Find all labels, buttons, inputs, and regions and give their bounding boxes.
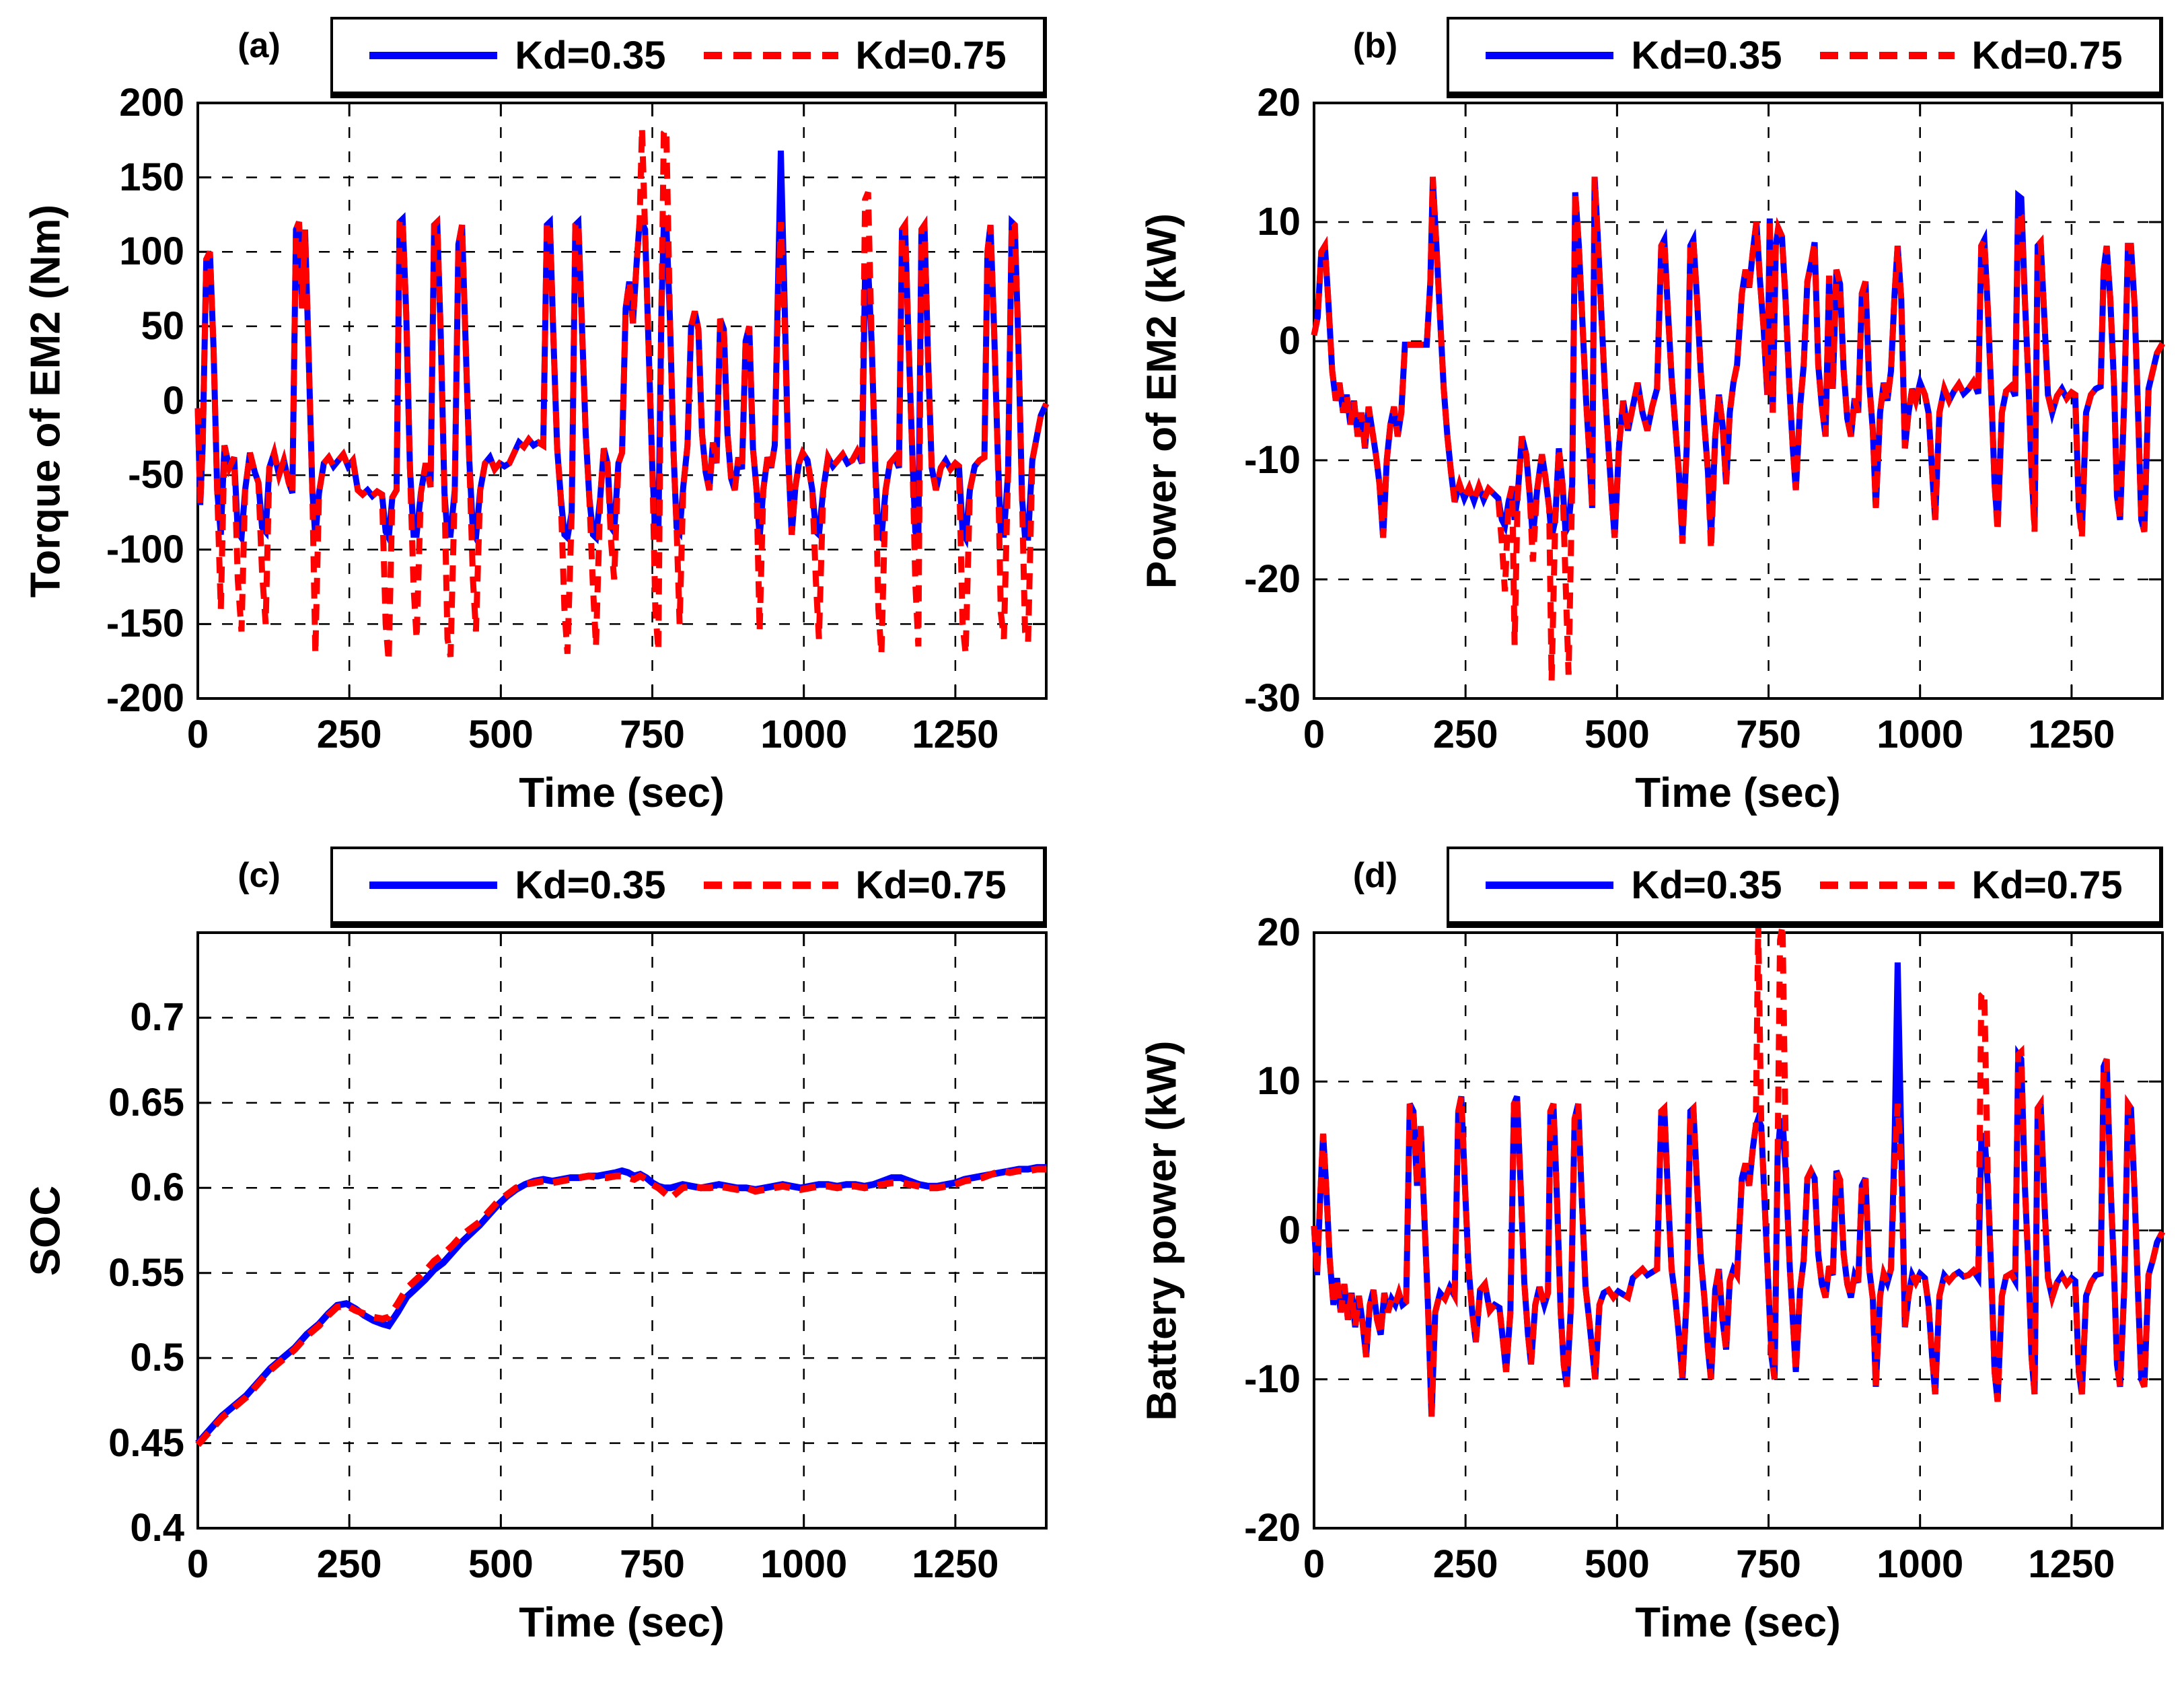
panel-c-tag: (c) xyxy=(238,856,281,895)
legend-solid-line-swatch xyxy=(369,52,498,59)
legend-label-kd035: Kd=0.35 xyxy=(1631,863,1782,907)
series-kd075 xyxy=(194,121,1050,662)
xtick-label: 1000 xyxy=(1877,1542,1964,1586)
xtick-label: 500 xyxy=(1584,1542,1650,1586)
ytick-label: 200 xyxy=(119,81,184,124)
legend-dashed-line-swatch xyxy=(1819,52,1955,59)
ytick-label: 0.6 xyxy=(130,1165,184,1210)
xtick-label: 1000 xyxy=(760,713,848,756)
legend-label-kd075: Kd=0.75 xyxy=(1971,863,2123,907)
panel-b-ylabel: Power of EM2 (kW) xyxy=(1138,213,1186,589)
series-kd075 xyxy=(1311,176,2165,681)
ytick-label: 10 xyxy=(1257,1059,1301,1104)
legend-dashed-line-swatch xyxy=(1819,882,1955,889)
xtick-label: 0 xyxy=(186,1542,209,1586)
xtick-label: 250 xyxy=(316,713,382,756)
ytick-label: 100 xyxy=(119,229,184,274)
panel-c-xlabel: Time (sec) xyxy=(519,1600,725,1646)
xtick-label: 500 xyxy=(468,713,534,756)
legend-solid-line-swatch xyxy=(1486,882,1614,889)
ytick-label: 0 xyxy=(162,378,184,423)
xtick-label: 250 xyxy=(1432,713,1498,756)
xtick-label: 750 xyxy=(620,1542,685,1586)
legend-solid-line-swatch xyxy=(369,882,498,889)
legend-label-kd075: Kd=0.75 xyxy=(855,34,1007,77)
panel-b-xlabel: Time (sec) xyxy=(1635,770,1841,816)
ytick-label: -200 xyxy=(106,676,184,720)
legend-dashed-line-swatch xyxy=(703,882,838,889)
panel-d-tag: (d) xyxy=(1352,856,1398,895)
xtick-label: 0 xyxy=(1303,1542,1325,1586)
panel-a-tag: (a) xyxy=(238,26,281,65)
ytick-label: -10 xyxy=(1244,438,1301,482)
ytick-label: 0.4 xyxy=(130,1506,184,1550)
panel-b-plot xyxy=(1311,102,2165,700)
legend-label-kd035: Kd=0.35 xyxy=(1631,34,1782,77)
ytick-label: -50 xyxy=(128,453,184,497)
xtick-label: 1000 xyxy=(760,1542,848,1586)
legend-label-kd035: Kd=0.35 xyxy=(515,863,666,907)
panel-c-legend: Kd=0.35 Kd=0.75 xyxy=(330,847,1047,928)
panel-a-legend: Kd=0.35 Kd=0.75 xyxy=(330,17,1047,98)
xtick-label: 750 xyxy=(1736,1542,1801,1586)
axes-box xyxy=(196,931,1048,1530)
ytick-label: 50 xyxy=(141,303,184,348)
ytick-label: -20 xyxy=(1244,1506,1301,1550)
ytick-label: 10 xyxy=(1257,200,1301,244)
ytick-label: 0.55 xyxy=(108,1250,184,1295)
legend-label-kd075: Kd=0.75 xyxy=(855,863,1007,907)
ytick-label: -20 xyxy=(1244,557,1301,601)
series-kd075 xyxy=(1311,925,2165,1417)
ytick-label: -10 xyxy=(1244,1357,1301,1401)
xtick-label: 1000 xyxy=(1877,713,1964,756)
ytick-label: 0.45 xyxy=(108,1421,184,1465)
panel-b-tag: (b) xyxy=(1352,26,1398,65)
panel-d-plot xyxy=(1311,925,2165,1530)
series-kd035 xyxy=(195,1163,1046,1445)
xtick-label: 750 xyxy=(1736,713,1801,756)
ytick-label: 0 xyxy=(1278,1208,1301,1252)
ytick-label: 0.7 xyxy=(130,995,184,1040)
ytick-label: -150 xyxy=(106,602,184,646)
xtick-label: 500 xyxy=(1584,713,1650,756)
axes-box xyxy=(1313,102,2164,700)
xtick-label: 1250 xyxy=(912,713,999,756)
axes-box xyxy=(196,102,1048,700)
xtick-label: 0 xyxy=(186,713,209,756)
ytick-label: 0.5 xyxy=(130,1336,184,1380)
legend-dashed-line-swatch xyxy=(703,52,838,59)
ytick-label: -30 xyxy=(1244,676,1301,720)
xtick-label: 750 xyxy=(620,713,685,756)
xtick-label: 1250 xyxy=(912,1542,999,1586)
ytick-label: 150 xyxy=(119,155,184,199)
ytick-label: 0.65 xyxy=(108,1080,184,1124)
panel-b-legend: Kd=0.35 Kd=0.75 xyxy=(1447,17,2163,98)
ytick-label: 20 xyxy=(1257,910,1301,954)
ytick-label: -100 xyxy=(106,527,184,571)
xtick-label: 250 xyxy=(1432,1542,1498,1586)
ytick-label: 0 xyxy=(1278,319,1301,363)
xtick-label: 250 xyxy=(316,1542,382,1586)
legend-label-kd035: Kd=0.35 xyxy=(515,34,666,77)
series-kd075 xyxy=(195,1165,1046,1447)
panel-a-xlabel: Time (sec) xyxy=(519,770,725,816)
panel-d-xlabel: Time (sec) xyxy=(1635,1600,1841,1646)
xtick-label: 0 xyxy=(1303,713,1325,756)
panel-d-legend: Kd=0.35 Kd=0.75 xyxy=(1447,847,2163,928)
ytick-label: 20 xyxy=(1257,81,1301,124)
xtick-label: 500 xyxy=(468,1542,534,1586)
legend-label-kd075: Kd=0.75 xyxy=(1971,34,2123,77)
legend-solid-line-swatch xyxy=(1486,52,1614,59)
xtick-label: 1250 xyxy=(2028,713,2115,756)
panel-a-plot xyxy=(194,102,1050,700)
xtick-label: 1250 xyxy=(2028,1542,2115,1586)
panel-c-plot xyxy=(195,931,1048,1530)
